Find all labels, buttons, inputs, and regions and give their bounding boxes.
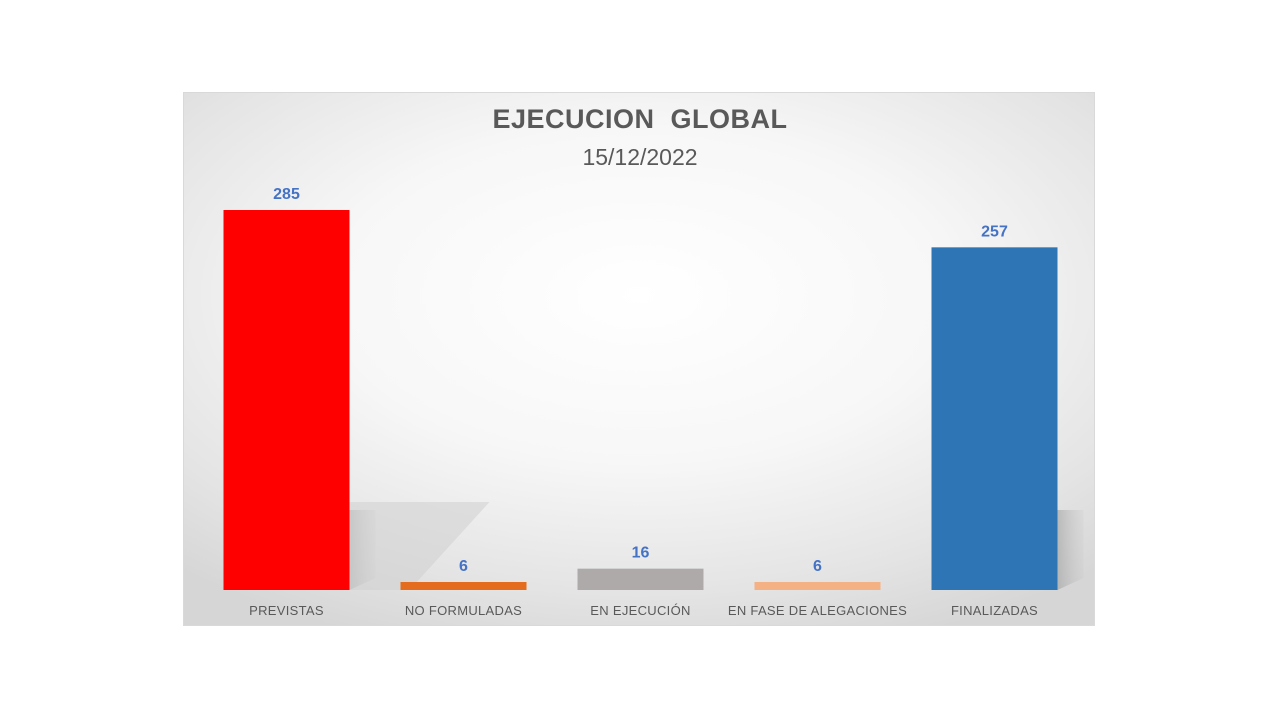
chart-title: EJECUCION GLOBAL (492, 104, 788, 134)
data-label: 6 (813, 558, 822, 575)
category-label: NO FORMULADAS (405, 603, 522, 618)
category-label: PREVISTAS (249, 603, 324, 618)
data-label: 6 (459, 558, 468, 575)
chart-subtitle: 15/12/2022 (582, 144, 698, 170)
data-label: 257 (981, 223, 1008, 240)
bar-no-formuladas (400, 582, 527, 590)
data-label: 285 (273, 186, 300, 203)
category-label: EN FASE DE ALEGACIONES (728, 603, 907, 618)
data-label: 16 (632, 545, 650, 562)
bar-finalizadas (931, 247, 1058, 591)
bar-previstas (223, 210, 350, 590)
bar-shadow (349, 502, 490, 590)
bar-en-fase-de-alegaciones (754, 582, 881, 590)
bar-en-ejecuci-n (577, 568, 704, 590)
category-label: EN EJECUCIÓN (590, 603, 690, 618)
category-label: FINALIZADAS (951, 603, 1038, 618)
bar-shadow (1057, 510, 1084, 590)
